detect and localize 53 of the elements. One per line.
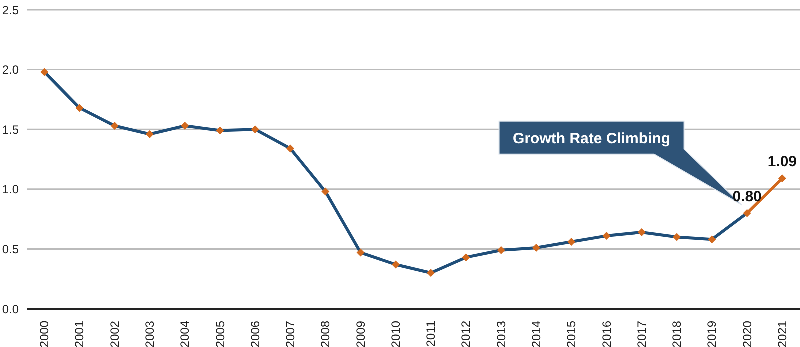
x-tick-label: 2019 [705,320,720,347]
annotation: Growth Rate Climbing [513,130,671,148]
x-tick-label: 2000 [38,320,52,347]
point [146,130,154,138]
x-tick-label: 2008 [318,320,333,347]
x-tick-label: 2017 [634,320,649,347]
x-tick-label: 2002 [108,320,122,347]
point [40,68,49,76]
point [286,144,295,153]
data-label: 1.09 [768,154,798,171]
point [778,174,786,183]
x-tick-label: 2003 [142,320,157,347]
x-tick-label: 2004 [178,320,192,347]
point [708,236,716,244]
y-tick-label: 2.0 [2,63,20,78]
point [356,248,365,257]
point [216,126,224,135]
point [568,238,576,246]
x-tick-label: 2013 [494,320,508,347]
point [427,269,436,278]
point [392,260,400,269]
point [602,232,611,240]
point [181,122,190,130]
x-tick-label: 2015 [564,320,579,347]
x-tick-label: 2001 [72,320,87,347]
point [497,246,506,254]
y-tick-label: 1.5 [2,122,20,137]
point [110,122,119,130]
x-tick-label: 2010 [388,320,403,347]
data-label: 0.80 [732,188,762,206]
x-tick-label: 2012 [459,320,474,347]
point [322,188,330,196]
point [743,209,752,218]
x-tick-label: 2014 [529,320,544,347]
point [638,228,646,236]
x-tick-label: 2011 [424,320,438,347]
x-tick-label: 2018 [670,320,684,347]
point [251,126,260,134]
x-tick-label: 2009 [354,320,368,347]
y-tick-label: 0.5 [2,242,20,256]
point [462,254,470,262]
x-tick-label: 2020 [740,320,754,347]
x-tick-label: 2021 [775,320,790,347]
point [532,244,540,252]
point [76,104,84,112]
y-tick-label: 1.0 [2,182,20,197]
x-tick-label: 2016 [600,320,614,347]
x-tick-label: 2007 [284,320,298,347]
y-tick-label: 2.5 [2,3,20,18]
point [673,233,682,242]
y-tick-label: 0.0 [2,302,20,316]
x-tick-label: 2006 [248,320,262,347]
x-tick-label: 2005 [213,320,228,347]
